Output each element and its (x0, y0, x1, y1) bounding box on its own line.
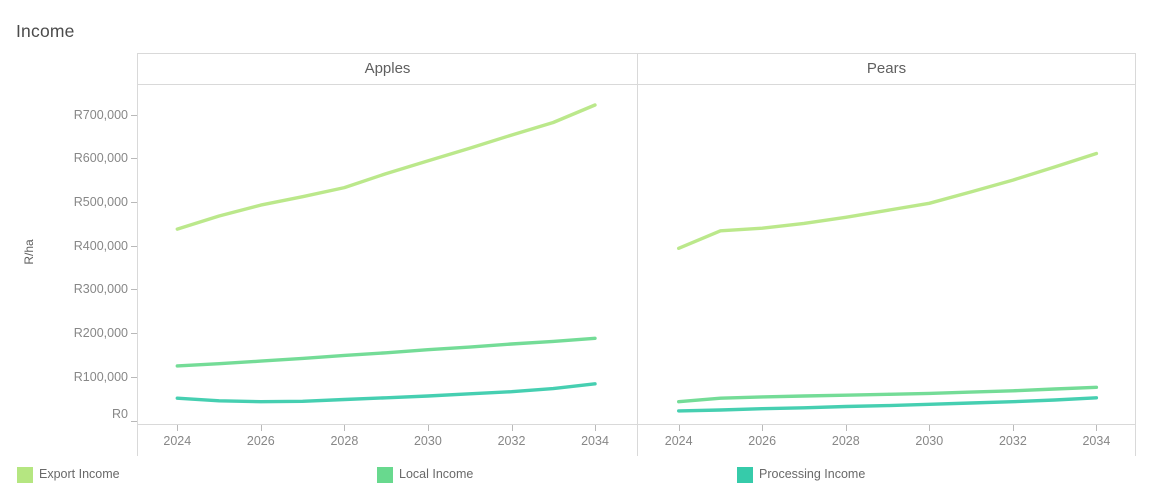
y-tick-label: R500,000 (73, 195, 128, 209)
x-tick-label: 2026 (748, 434, 777, 448)
y-tick-label: R700,000 (73, 107, 128, 122)
x-tick-label: 2032 (497, 434, 526, 448)
legend-item-export-income[interactable]: Export Income (17, 466, 120, 483)
x-tick-mark (1096, 425, 1098, 431)
x-tick-mark (595, 425, 596, 431)
x-tick-mark (762, 425, 764, 431)
x-tick-label: 2024 (163, 434, 192, 448)
x-tick-mark (344, 425, 346, 431)
frame-right-border (1135, 53, 1136, 456)
x-tick-label: 2034 (581, 434, 609, 448)
y-tick-label: R600,000 (73, 151, 128, 166)
x-tick-mark (845, 425, 847, 431)
y-tick-label: R200,000 (73, 326, 128, 341)
y-tick-label: R300,000 (73, 282, 128, 297)
x-tick-label: 2028 (831, 434, 860, 448)
page-title: Income (16, 21, 75, 41)
line-pears-processing-income[interactable] (677, 396, 1099, 413)
x-tick-label: 2034 (1082, 434, 1111, 448)
y-tick-mark (131, 420, 137, 422)
y-tick-mark (131, 289, 137, 291)
panel-divider (637, 53, 638, 456)
y-tick-mark (131, 114, 137, 116)
legend-swatch-icon (737, 466, 753, 483)
x-tick-label: 2024 (664, 434, 693, 448)
header-bottom-border (137, 84, 1135, 85)
y-tick-mark (131, 376, 137, 378)
panel-header-apples: Apples (364, 60, 411, 77)
line-apples-export-income[interactable] (175, 103, 597, 231)
line-pears-local-income[interactable] (677, 385, 1099, 404)
legend-label: Processing Income (759, 467, 866, 481)
panel-header-pears: Pears (866, 60, 907, 77)
line-pears-export-income[interactable] (677, 151, 1099, 251)
x-tick-mark (511, 425, 513, 431)
x-tick-mark (260, 425, 262, 431)
y-tick-label: R100,000 (73, 369, 128, 384)
legend-item-processing-income[interactable]: Processing Income (737, 466, 865, 483)
x-tick-mark (427, 425, 429, 431)
y-tick-label: R0 (112, 406, 128, 421)
y-tick-label: R400,000 (73, 238, 128, 253)
x-tick-label: 2028 (330, 434, 359, 448)
line-apples-local-income[interactable] (175, 336, 597, 368)
x-tick-label: 2030 (413, 434, 442, 448)
x-tick-mark (678, 425, 680, 431)
y-tick-mark (131, 202, 137, 203)
x-tick-mark (177, 425, 179, 431)
x-tick-label: 2032 (998, 434, 1027, 448)
line-apples-processing-income[interactable] (175, 382, 597, 404)
legend-label: Local Income (399, 467, 474, 481)
x-tick-mark (929, 425, 931, 431)
x-tick-mark (1012, 425, 1014, 431)
legend-swatch-icon (17, 466, 33, 483)
x-axis-line (137, 424, 1135, 425)
legend-swatch-icon (377, 466, 393, 483)
y-tick-mark (131, 333, 137, 335)
y-tick-mark (131, 245, 137, 247)
frame-top-border (137, 53, 1135, 54)
legend-label: Export Income (39, 467, 120, 481)
x-tick-label: 2030 (915, 434, 944, 448)
x-tick-label: 2026 (246, 434, 275, 448)
legend-item-local-income[interactable]: Local Income (377, 466, 473, 483)
y-tick-mark (131, 158, 137, 160)
y-axis-line (137, 53, 138, 456)
